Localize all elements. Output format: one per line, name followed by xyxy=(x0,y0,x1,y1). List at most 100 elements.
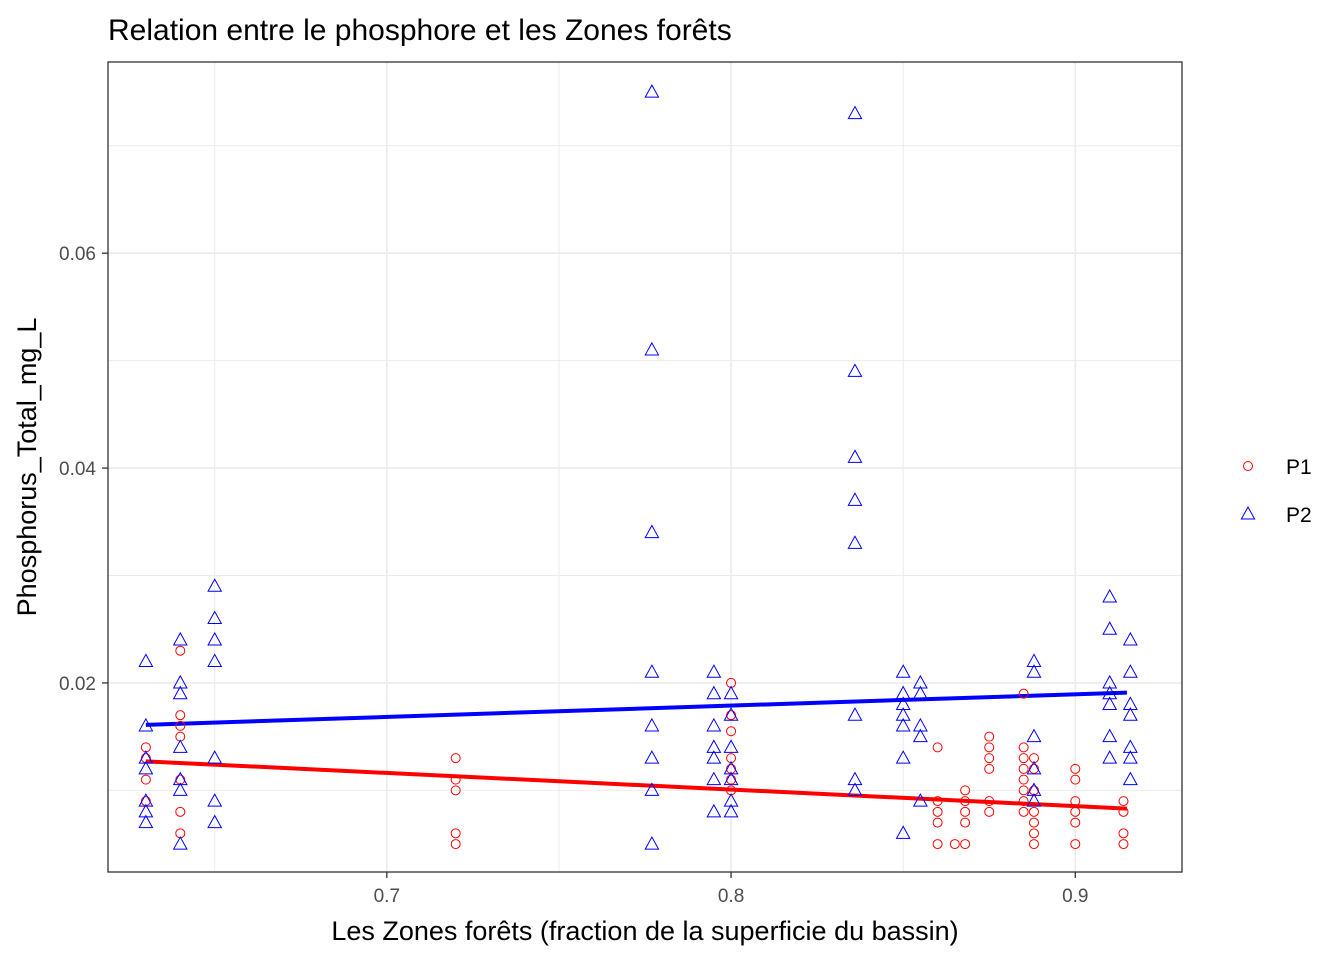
point-p2 xyxy=(723,685,739,700)
point-p1 xyxy=(726,710,737,721)
point-p1 xyxy=(932,839,943,850)
point-p1 xyxy=(1018,774,1029,785)
point-p2 xyxy=(706,664,722,678)
point-p1 xyxy=(1070,817,1081,828)
trend-line-p1 xyxy=(145,759,1128,811)
point-p2 xyxy=(172,739,188,753)
point-p2 xyxy=(847,535,863,549)
point-p2 xyxy=(172,836,188,850)
grid-minor xyxy=(108,62,1182,872)
point-p2 xyxy=(1026,760,1042,775)
point-p1 xyxy=(1018,806,1029,817)
point-p1 xyxy=(984,806,995,817)
point-p1 xyxy=(1028,806,1039,817)
point-p2 xyxy=(1122,771,1138,786)
point-p1 xyxy=(984,731,995,742)
point-p2 xyxy=(706,717,722,732)
point-p2 xyxy=(1102,750,1118,764)
point-p2 xyxy=(172,631,188,646)
point-p2 xyxy=(1102,588,1118,603)
point-p2 xyxy=(207,653,223,667)
legend-label-p1: P1 xyxy=(1286,456,1312,479)
legend: P1 P2 xyxy=(1240,456,1312,527)
point-p1 xyxy=(726,774,737,785)
point-p2 xyxy=(723,707,739,721)
point-p1 xyxy=(1028,817,1039,828)
point-p1 xyxy=(1018,742,1029,753)
point-p2 xyxy=(1102,674,1118,689)
point-p2 xyxy=(847,449,863,463)
legend-label-p2: P2 xyxy=(1286,504,1312,527)
point-p2 xyxy=(644,836,660,850)
point-p2 xyxy=(847,105,863,120)
point-p2 xyxy=(644,664,660,678)
point-p1 xyxy=(1018,688,1029,699)
point-p2 xyxy=(138,760,154,775)
y-tick-label: 0.06 xyxy=(59,244,96,265)
point-p1 xyxy=(960,806,971,817)
point-p1 xyxy=(1018,796,1029,807)
point-p2 xyxy=(207,793,223,807)
point-p2 xyxy=(207,578,223,592)
point-p1 xyxy=(932,796,943,807)
point-p1 xyxy=(1070,774,1081,785)
point-p2 xyxy=(723,771,739,786)
x-tick-label: 0.8 xyxy=(718,886,744,907)
point-p2 xyxy=(723,793,739,807)
point-p2 xyxy=(723,803,739,818)
point-p2 xyxy=(207,631,223,646)
point-p2 xyxy=(1026,664,1042,678)
point-p1 xyxy=(175,710,186,721)
point-p1 xyxy=(960,839,971,850)
point-p2 xyxy=(172,771,188,786)
point-p2 xyxy=(895,664,911,678)
point-p1 xyxy=(1118,828,1129,839)
point-p2 xyxy=(172,685,188,700)
point-p2 xyxy=(847,782,863,796)
point-p1 xyxy=(960,817,971,828)
point-p1 xyxy=(1028,828,1039,839)
point-p2 xyxy=(1122,631,1138,646)
point-p1 xyxy=(1018,785,1029,796)
point-p2 xyxy=(706,739,722,753)
point-p1 xyxy=(949,839,960,850)
point-p2 xyxy=(644,524,660,539)
point-p1 xyxy=(175,806,186,817)
point-p2 xyxy=(644,717,660,732)
point-p1 xyxy=(932,806,943,817)
trend-line-p2 xyxy=(145,690,1127,727)
point-p1 xyxy=(726,726,737,737)
point-p2 xyxy=(723,760,739,775)
y-axis: 0.02 0.04 0.06 xyxy=(59,244,108,695)
point-p2 xyxy=(644,341,660,356)
x-tick-label: 0.9 xyxy=(1062,886,1088,907)
point-p2 xyxy=(138,717,154,732)
point-p2 xyxy=(912,717,928,732)
point-p2 xyxy=(644,782,660,796)
point-p2 xyxy=(847,707,863,721)
point-p2 xyxy=(1122,664,1138,678)
point-p2 xyxy=(706,750,722,764)
point-p1 xyxy=(1118,806,1129,817)
data-points xyxy=(138,84,1138,850)
point-p2 xyxy=(912,728,928,743)
point-p2 xyxy=(1122,750,1138,764)
point-p2 xyxy=(706,803,722,818)
point-p1 xyxy=(175,645,186,656)
point-p1 xyxy=(450,774,461,785)
point-p1 xyxy=(984,742,995,753)
point-p2 xyxy=(895,750,911,764)
point-p2 xyxy=(138,803,154,818)
point-p2 xyxy=(706,685,722,700)
point-p1 xyxy=(984,796,995,807)
point-p2 xyxy=(1026,782,1042,796)
point-p2 xyxy=(895,685,911,700)
point-p2 xyxy=(912,685,928,700)
y-tick-label: 0.02 xyxy=(59,674,96,695)
legend-key-p2 xyxy=(1240,505,1256,520)
point-p1 xyxy=(1070,763,1081,774)
point-p2 xyxy=(1122,739,1138,753)
x-axis-title: Les Zones forêts (fraction de la superfi… xyxy=(331,916,958,946)
point-p2 xyxy=(1102,685,1118,700)
